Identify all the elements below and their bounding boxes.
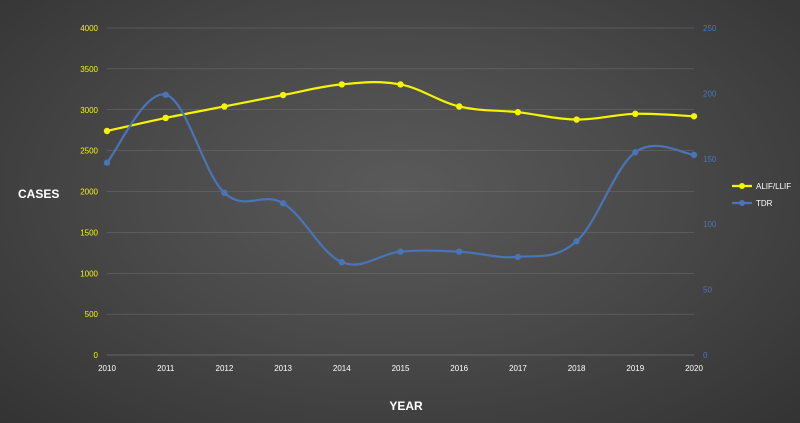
data-point-tdr xyxy=(573,238,580,245)
x-tick-label: 2012 xyxy=(216,364,234,373)
left-tick-label: 4000 xyxy=(80,24,98,33)
x-tick-label: 2010 xyxy=(98,364,116,373)
x-tick-label: 2019 xyxy=(626,364,644,373)
left-tick-label: 0 xyxy=(94,351,99,360)
left-tick-label: 2500 xyxy=(80,147,98,156)
data-point-tdr xyxy=(690,151,698,159)
data-point-tdr xyxy=(397,248,404,255)
x-tick-label: 2014 xyxy=(333,364,351,373)
data-point-alif-llif xyxy=(397,81,404,88)
data-point-alif-llif xyxy=(573,116,580,123)
data-point-alif-llif xyxy=(632,110,639,118)
legend-label-alif-llif: ALIF/LLIF xyxy=(756,182,791,191)
x-tick-label: 2011 xyxy=(157,364,175,373)
x-tick-label: 2015 xyxy=(392,364,410,373)
left-tick-label: 1500 xyxy=(80,228,98,237)
legend-label-tdr: TDR xyxy=(756,199,773,208)
left-tick-label: 2000 xyxy=(80,188,98,197)
left-tick-label: 3500 xyxy=(80,65,98,74)
left-axis-ticks: 0 500 1000 1500 2000 2500 3000 3500 4000 xyxy=(80,24,98,360)
right-tick-label: 0 xyxy=(703,351,708,360)
x-tick-label: 2017 xyxy=(509,364,527,373)
data-point-alif-llif xyxy=(338,81,345,88)
data-point-alif-llif xyxy=(456,103,463,110)
data-point-tdr xyxy=(632,149,639,156)
data-point-tdr xyxy=(221,189,228,197)
data-point-tdr xyxy=(338,258,345,266)
legend-marker-tdr xyxy=(739,200,745,206)
gridlines xyxy=(107,27,694,356)
legend: ALIF/LLIF TDR xyxy=(732,182,791,208)
left-tick-label: 3000 xyxy=(80,106,98,115)
series-line-tdr xyxy=(106,93,695,266)
right-tick-label: 100 xyxy=(703,220,717,229)
x-tick-label: 2016 xyxy=(450,364,468,373)
left-tick-label: 1000 xyxy=(80,269,98,278)
data-point-tdr xyxy=(456,248,463,255)
right-tick-label: 200 xyxy=(703,89,717,98)
legend-marker-alif-llif xyxy=(739,183,745,189)
data-point-alif-llif xyxy=(690,113,698,120)
x-tick-label: 2013 xyxy=(274,364,292,373)
data-point-alif-llif xyxy=(103,127,111,135)
y-axis-title: CASES xyxy=(18,187,59,201)
right-tick-label: 150 xyxy=(703,155,717,164)
data-point-tdr xyxy=(103,159,111,166)
x-tick-label: 2020 xyxy=(685,364,703,373)
right-tick-label: 50 xyxy=(703,286,712,295)
data-point-alif-llif xyxy=(221,103,228,110)
x-tick-label: 2018 xyxy=(568,364,586,373)
right-tick-label: 250 xyxy=(703,24,717,33)
x-axis-title: YEAR xyxy=(389,399,423,413)
data-point-tdr xyxy=(162,91,169,98)
series-line-alif-llif xyxy=(106,81,695,133)
data-point-tdr xyxy=(514,253,522,261)
data-point-alif-llif xyxy=(279,91,287,99)
left-tick-label: 500 xyxy=(85,310,99,319)
data-point-tdr xyxy=(279,200,287,207)
data-point-alif-llif xyxy=(162,114,169,122)
series-layer xyxy=(103,81,698,266)
x-axis-ticks: 2010 2011 2012 2013 2014 2015 2016 2017 2018 2019… xyxy=(98,364,703,373)
data-point-alif-llif xyxy=(514,109,522,116)
right-axis-ticks: 0 50 100 150 200 250 xyxy=(703,24,717,360)
